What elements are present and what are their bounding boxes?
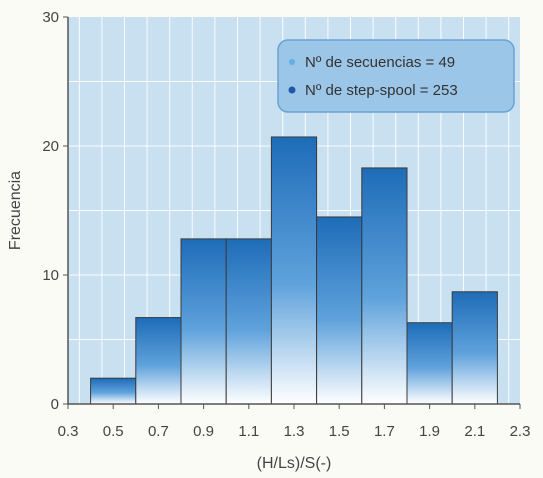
y-tick-label: 30 — [42, 9, 59, 26]
legend-box — [277, 39, 515, 113]
x-tick-label: 1.5 — [329, 423, 350, 440]
y-tick-label: 20 — [42, 138, 59, 155]
x-tick-label: 1.9 — [419, 423, 440, 440]
legend: Nº de secuencias = 49 Nº de step-spool =… — [277, 39, 515, 113]
x-axis-title: (H/Ls)/S(-) — [257, 455, 332, 472]
histogram-bar — [451, 291, 498, 405]
histogram-bar — [180, 238, 227, 405]
x-tick-label: 1.7 — [374, 423, 395, 440]
histogram-bar — [270, 136, 318, 405]
axes-group — [63, 16, 521, 409]
x-tick-label: 0.3 — [58, 423, 79, 440]
histogram-bar — [90, 377, 137, 405]
x-tick-label: 1.3 — [284, 423, 305, 440]
y-tick-label: 0 — [51, 396, 59, 413]
legend-marker-step-spool — [288, 86, 296, 94]
legend-entry-sequences: Nº de secuencias = 49 — [305, 54, 455, 71]
histogram-bar — [135, 317, 182, 405]
legend-entry-step-spool: Nº de step-spool = 253 — [305, 82, 458, 99]
tick-labels: 0.3 0.5 0.7 0.9 1.1 1.3 1.5 1.7 1.9 2.1 2.3 0 10 20 30 — [42, 9, 530, 440]
legend-marker-sequences — [289, 59, 295, 65]
x-tick-label: 0.9 — [193, 423, 214, 440]
x-tick-label: 1.1 — [238, 423, 259, 440]
histogram-bar — [406, 322, 453, 405]
y-tick-label: 10 — [42, 267, 59, 284]
y-axis-title: Frecuencia — [7, 171, 24, 250]
x-tick-label: 2.3 — [510, 423, 531, 440]
x-tick-label: 0.5 — [103, 423, 124, 440]
histogram-bar — [225, 238, 272, 405]
bars-group — [90, 136, 498, 405]
histogram-bar — [316, 216, 363, 405]
x-tick-label: 0.7 — [148, 423, 169, 440]
x-tick-label: 2.1 — [464, 423, 485, 440]
histogram-bar — [361, 167, 408, 405]
